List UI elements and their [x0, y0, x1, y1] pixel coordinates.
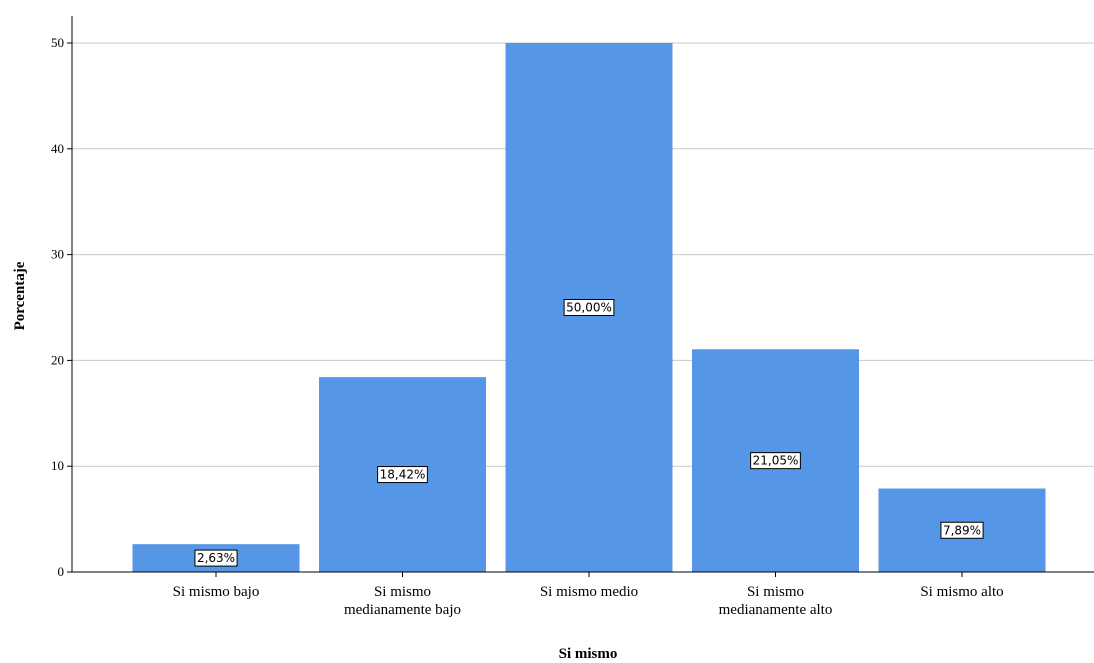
y-axis-title: Porcentaje — [12, 261, 28, 330]
data-label: 50,00% — [563, 299, 615, 316]
y-tick-label: 10 — [51, 458, 64, 473]
x-tick-label: Si mismo medianamente alto — [719, 584, 833, 618]
x-axis-title: Si mismo — [559, 646, 618, 662]
y-tick-label: 50 — [51, 35, 64, 50]
x-tick-label: Si mismo medianamente bajo — [344, 584, 461, 618]
data-label-text: 21,05% — [753, 454, 799, 468]
y-axis-ticks: 0 10 20 30 40 50 — [51, 35, 72, 579]
data-label-box — [377, 466, 428, 484]
x-tick-label: Si mismo alto — [920, 584, 1003, 600]
y-tick-label: 20 — [51, 352, 64, 367]
data-label-text: 18,42% — [380, 468, 426, 482]
data-label-text: 2,63% — [197, 551, 235, 565]
data-labels: 2,63% 18,42% 50,00% 21,05% 7,89% — [194, 299, 984, 567]
data-label-text: 7,89% — [943, 523, 981, 537]
data-label-text: 50,00% — [566, 301, 612, 315]
data-label-box — [194, 549, 238, 567]
data-label: 7,89% — [940, 521, 984, 539]
y-tick-label: 40 — [51, 141, 64, 156]
data-label: 21,05% — [750, 452, 801, 470]
x-tick-label: Si mismo medio — [540, 584, 638, 600]
data-label-box — [563, 299, 615, 316]
data-label: 2,63% — [194, 549, 238, 567]
data-label: 18,42% — [377, 466, 428, 484]
x-tick-label: Si mismo bajo — [173, 584, 260, 600]
axes — [71, 16, 1094, 573]
data-label-box — [940, 521, 984, 539]
data-label-box — [750, 452, 801, 470]
x-axis-categories: Si mismo bajo Si mismo medianamente bajo Si… — [173, 572, 1004, 618]
y-tick-label: 0 — [58, 564, 65, 579]
y-tick-label: 30 — [51, 247, 64, 262]
